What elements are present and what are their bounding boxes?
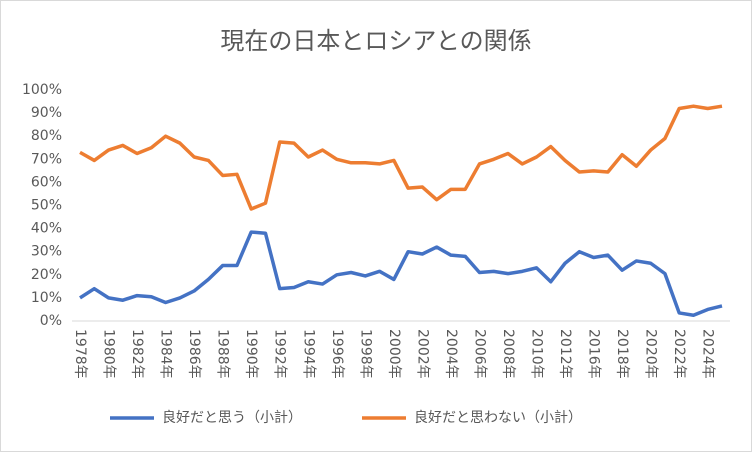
x-tick-label: 2004年	[443, 329, 459, 379]
y-tick-label: 10%	[31, 290, 62, 306]
x-tick-label: 1982年	[129, 329, 145, 379]
y-tick-label: 40%	[31, 221, 62, 237]
x-tick-label: 1988年	[215, 329, 231, 379]
y-tick-label: 100%	[22, 82, 62, 98]
y-tick-label: 20%	[31, 267, 62, 283]
series-line	[79, 104, 723, 211]
x-tick-label: 1994年	[300, 329, 316, 379]
x-tick-label: 2000年	[386, 329, 402, 379]
x-tick-label: 2022年	[671, 329, 687, 379]
chart-title: 現在の日本とロシアとの関係	[220, 27, 531, 55]
x-tick-label: 1998年	[357, 329, 373, 379]
x-tick-label: 2020年	[643, 329, 659, 379]
x-tick-label: 1990年	[243, 329, 259, 379]
series-line	[79, 230, 723, 317]
x-tick-label: 1980年	[101, 329, 117, 379]
y-tick-label: 60%	[31, 174, 62, 190]
y-tick-label: 30%	[31, 244, 62, 260]
x-tick-label: 1992年	[272, 329, 288, 379]
x-tick-label: 2024年	[700, 329, 716, 379]
y-tick-label: 70%	[31, 151, 62, 167]
x-tick-label: 1986年	[186, 329, 202, 379]
x-tick-label: 2018年	[614, 329, 630, 379]
x-tick-label: 2006年	[471, 329, 487, 379]
y-tick-label: 50%	[31, 198, 62, 214]
x-tick-label: 1984年	[158, 329, 174, 379]
x-tick-label: 2010年	[529, 329, 545, 379]
x-tick-label: 2002年	[414, 329, 430, 379]
y-tick-label: 90%	[31, 105, 62, 121]
y-tick-label: 0%	[40, 313, 62, 329]
x-tick-label: 2012年	[557, 329, 573, 379]
x-tick-label: 2016年	[586, 329, 602, 379]
y-tick-label: 80%	[31, 128, 62, 144]
x-tick-label: 1996年	[329, 329, 345, 379]
x-tick-label: 2008年	[500, 329, 516, 379]
x-tick-label: 1978年	[72, 329, 88, 379]
legend-label: 良好だと思わない（小計）	[414, 410, 582, 426]
legend-label: 良好だと思う（小計）	[162, 410, 302, 426]
